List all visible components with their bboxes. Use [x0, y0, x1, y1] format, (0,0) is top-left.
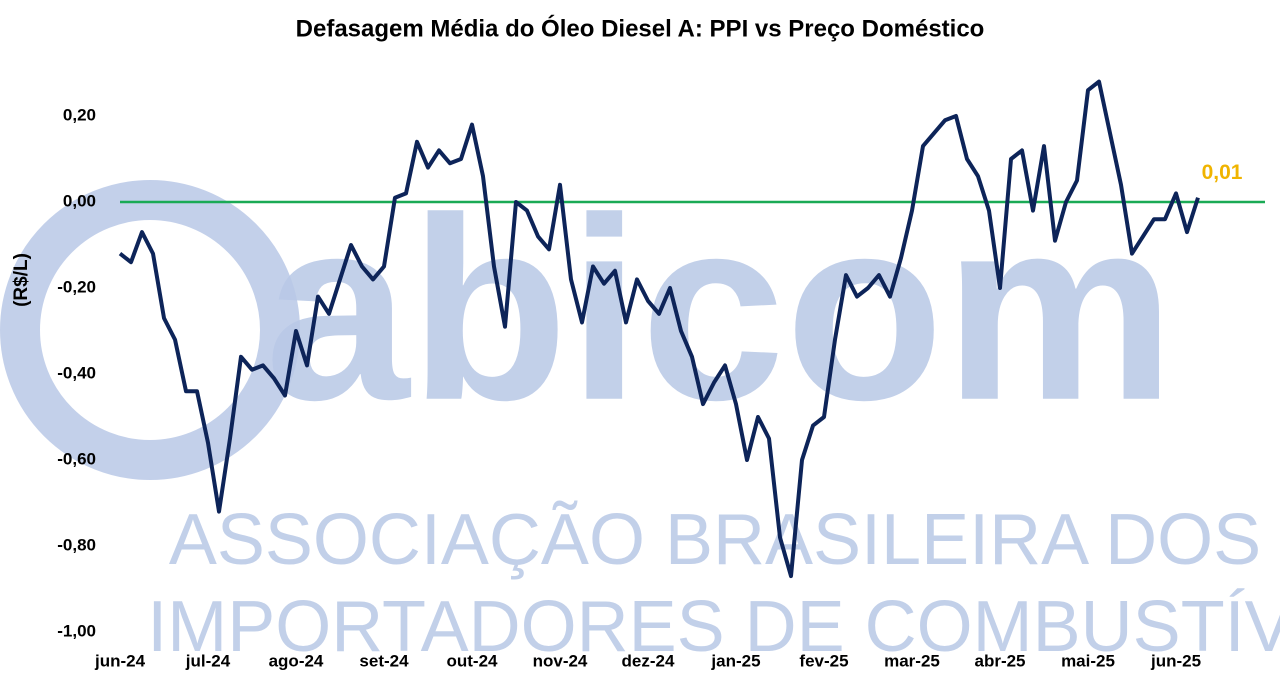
- line-series: [118, 79, 1200, 579]
- watermark-text: IMPORTADORES DE COMBUSTÍVEIS: [147, 587, 1280, 667]
- watermark-text: ASSOCIAÇÃO BRASILEIRA DOS: [169, 500, 1261, 580]
- x-tick-label: jun-25: [1150, 651, 1201, 670]
- y-tick-label: -1,00: [57, 621, 96, 640]
- x-tick-label: jul-24: [185, 651, 231, 670]
- watermark: abicom ASSOCIAÇÃO BRASILEIRA DOSIMPORTADO…: [0, 165, 1280, 667]
- watermark-text: abicom: [265, 165, 1175, 455]
- chart-title: Defasagem Média do Óleo Diesel A: PPI vs…: [296, 14, 985, 42]
- x-tick-label: jun-24: [94, 651, 146, 670]
- y-tick-label: -0,40: [57, 363, 96, 382]
- watermark-drop: [0, 180, 300, 480]
- x-tick-label: ago-24: [269, 651, 324, 670]
- x-tick-label: abr-25: [974, 651, 1025, 670]
- x-tick-label: nov-24: [533, 651, 588, 670]
- data-label: 0,01: [1202, 161, 1243, 184]
- y-axis-label: (R$/L): [11, 253, 32, 307]
- y-tick-label: -0,80: [57, 535, 96, 554]
- y-tick-label: 0,20: [63, 105, 96, 124]
- y-tick-label: -0,60: [57, 449, 96, 468]
- x-tick-label: dez-24: [622, 651, 675, 670]
- x-tick-label: jan-25: [710, 651, 760, 670]
- x-tick-label: mai-25: [1061, 651, 1115, 670]
- y-tick-label: -0,20: [57, 277, 96, 296]
- x-tick-label: set-24: [359, 651, 409, 670]
- x-tick-label: mar-25: [884, 651, 940, 670]
- x-tick-label: out-24: [447, 651, 499, 670]
- x-tick-label: fev-25: [799, 651, 848, 670]
- y-tick-label: 0,00: [63, 191, 96, 210]
